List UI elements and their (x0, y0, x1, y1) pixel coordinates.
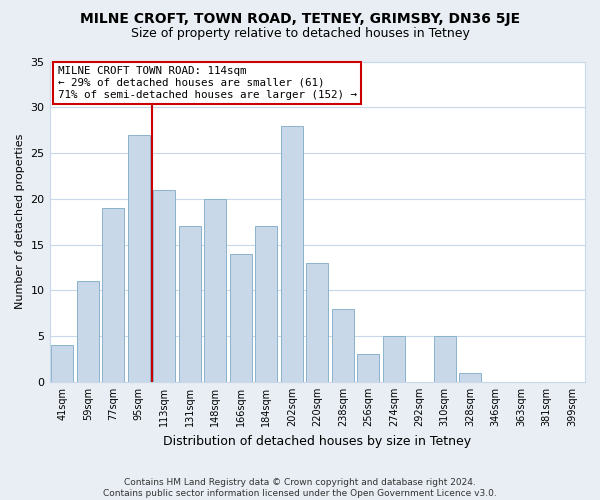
Bar (332, 308, 353, 382)
Bar (434, 336, 455, 382)
X-axis label: Distribution of detached houses by size in Tetney: Distribution of detached houses by size … (163, 434, 472, 448)
Bar (460, 373, 481, 382)
Bar (281, 126, 302, 382)
Bar (103, 208, 124, 382)
Bar (307, 263, 328, 382)
Bar (230, 254, 251, 382)
Bar (179, 226, 200, 382)
Text: Contains HM Land Registry data © Crown copyright and database right 2024.
Contai: Contains HM Land Registry data © Crown c… (103, 478, 497, 498)
Text: MILNE CROFT TOWN ROAD: 114sqm
← 29% of detached houses are smaller (61)
71% of s: MILNE CROFT TOWN ROAD: 114sqm ← 29% of d… (58, 66, 356, 100)
Text: Size of property relative to detached houses in Tetney: Size of property relative to detached ho… (131, 28, 469, 40)
Text: MILNE CROFT, TOWN ROAD, TETNEY, GRIMSBY, DN36 5JE: MILNE CROFT, TOWN ROAD, TETNEY, GRIMSBY,… (80, 12, 520, 26)
Bar (383, 336, 404, 382)
Bar (52, 346, 73, 382)
Y-axis label: Number of detached properties: Number of detached properties (15, 134, 25, 310)
Bar (358, 354, 379, 382)
Bar (256, 226, 277, 382)
Bar (154, 190, 175, 382)
Bar (128, 134, 149, 382)
Bar (205, 199, 226, 382)
Bar (77, 281, 98, 382)
